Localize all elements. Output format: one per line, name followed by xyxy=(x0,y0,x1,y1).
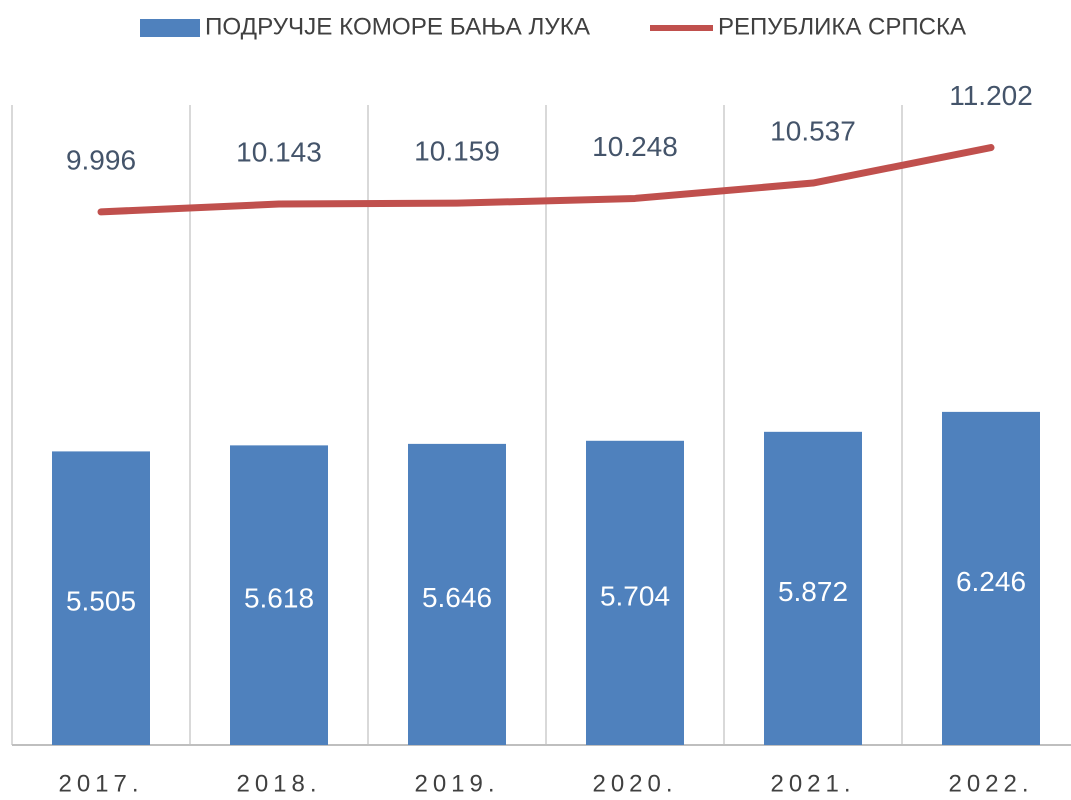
bar-value-label: 5.704 xyxy=(600,580,670,611)
legend-swatch xyxy=(140,19,200,37)
bar-value-label: 5.646 xyxy=(422,582,492,613)
bar xyxy=(586,440,684,745)
bar-value-label: 6.246 xyxy=(956,566,1026,597)
line-value-label: 11.202 xyxy=(949,80,1033,111)
line-value-label: 9.996 xyxy=(66,144,136,175)
line xyxy=(97,144,995,216)
line-value-label: 10.159 xyxy=(414,136,500,167)
bar-value-label: 5.872 xyxy=(778,576,848,607)
x-tick-label: 2021. xyxy=(770,770,855,797)
x-tick-label: 2020. xyxy=(592,770,677,797)
x-tick-label: 2017. xyxy=(58,770,143,797)
bar-value-label: 5.505 xyxy=(66,586,136,617)
line-value-label: 10.143 xyxy=(236,136,322,167)
line-value-label: 10.248 xyxy=(592,131,678,162)
x-tick-label: 2019. xyxy=(414,770,499,797)
x-tick-label: 2022. xyxy=(948,770,1033,797)
legend-label: ПОДРУЧЈЕ КОМОРЕ БАЊА ЛУКА xyxy=(205,13,590,40)
line-value-label: 10.537 xyxy=(770,115,856,146)
bar xyxy=(942,411,1040,745)
x-tick-label: 2018. xyxy=(236,770,321,797)
bar xyxy=(52,451,150,745)
bar xyxy=(764,431,862,745)
bar xyxy=(408,443,506,745)
bar xyxy=(230,445,328,745)
bar-value-label: 5.618 xyxy=(244,583,314,614)
legend-label: РЕПУБЛИКА СРПСКА xyxy=(718,13,966,40)
